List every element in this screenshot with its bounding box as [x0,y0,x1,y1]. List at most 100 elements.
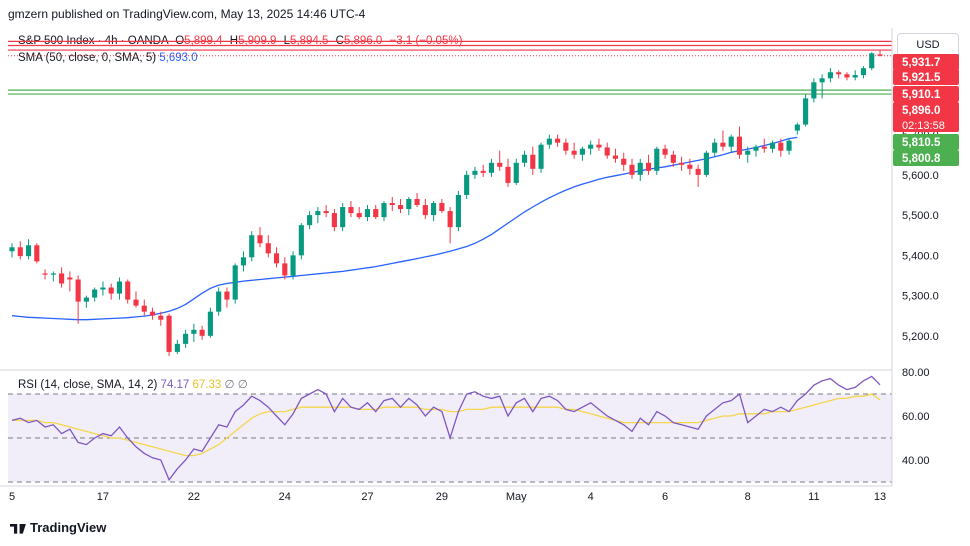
candle-body [472,170,478,175]
time-tick-label: 13 [874,491,886,503]
candle-body [166,315,172,352]
candle-body [786,140,792,151]
candle-body [637,162,643,175]
candle-body [34,245,40,262]
candle-body [687,164,693,169]
rsi-extra-2: ∅ [237,379,248,391]
rsi-tick-label: 40.00 [902,455,930,467]
candle-body [571,150,577,155]
candle-body [736,136,743,155]
rsi-tick-label: 80.00 [902,367,930,379]
price-line-label: 5,910.1 [902,89,941,101]
candle-body [455,194,461,228]
price-line-label: 5,800.8 [902,153,941,165]
candle-body [860,68,867,76]
candle-body [149,311,156,316]
candle-body [67,277,73,280]
candle-body [273,253,280,264]
time-tick-label: 24 [279,491,291,503]
rsi-extra-1: ∅ [224,379,235,391]
candle-body [720,142,726,147]
price-line-label-box [893,69,959,85]
candle-body [158,315,164,320]
candle-body [75,279,81,302]
candle-body [753,146,759,151]
tradingview-logo[interactable]: TradingView [10,520,106,535]
rsi-sma-line [12,393,881,457]
candle-body [530,154,536,169]
candle-body [869,53,875,69]
rsi-sma-value: 67.33 [192,379,222,391]
candle-body [397,205,404,210]
candle-body [257,235,263,244]
candle-body [604,147,610,156]
candle-body [563,142,569,151]
sma-line [11,136,798,321]
candle-body [439,203,445,212]
price-line-label-box [893,134,959,150]
candle-body [431,203,437,216]
candle-body [645,162,652,171]
price-line-label-box [893,54,959,70]
publish-header: gmzern published on TradingView.com, May… [8,7,366,21]
horizontal-price-lines [8,40,892,95]
candle-body [174,343,180,352]
candle-body [827,72,833,79]
bar-countdown: 02:13:58 [902,120,945,132]
candle-body [381,203,387,218]
candle-body [844,74,850,78]
candle-body [265,243,271,254]
price-axis-labels: 5,931.7 5,921.5 5,910.1 5,896.0 02:13:58 5,81… [893,54,959,166]
time-tick-label: 8 [745,491,751,503]
candle-body [364,209,371,218]
candle-body [761,146,767,149]
time-tick-label: May [506,491,527,503]
candle-body [133,299,139,306]
candle-body [298,225,304,256]
candle-body [836,72,842,75]
candle-body [621,158,627,165]
candle-body [778,142,784,151]
candle-body [100,287,106,290]
candle-body [422,205,428,216]
candle-body [290,255,296,276]
currency-button[interactable]: USD [897,33,959,57]
candle-body [662,148,668,155]
candle-body [108,287,114,294]
candle-body [406,199,412,210]
candle-body [25,245,32,257]
candle-body [141,305,147,312]
candle-body [654,148,660,171]
rsi-tick-label: 60.00 [902,411,930,423]
sma-legend: SMA (50, close, 0, SMA, 5) 5,693.0 [18,52,198,64]
rsi-label[interactable]: RSI (14, close, SMA, 14, 2) [18,379,158,391]
candle-body [555,138,561,143]
candle-body [480,170,486,173]
candle-body [9,247,15,252]
candle-body [811,82,817,99]
candle-body [282,263,288,276]
price-line-label: 5,931.7 [902,57,940,69]
time-tick-label: 27 [361,491,373,503]
price-tick-label: 5,400.0 [902,250,939,262]
price-tick-label: 5,300.0 [902,291,939,303]
candle-body [216,291,222,312]
candle-body [712,142,718,153]
rsi-pane [8,375,892,483]
price-line-label-box [893,150,959,166]
price-tick-label: 5,500.0 [902,210,939,222]
candle-body [488,162,495,173]
rsi-legend: RSI (14, close, SMA, 14, 2) 74.17 67.33 … [18,377,248,391]
candle-body [183,333,189,344]
sma-label[interactable]: SMA (50, close, 0, SMA, 5) [18,52,157,64]
candle-body [389,203,395,206]
price-tick-label: 5,600.0 [902,170,939,182]
candle-body [588,144,594,149]
candle-body [794,124,800,131]
candle-body [50,273,56,275]
candle-body [728,136,734,147]
candle-body [356,213,362,218]
candle-body [546,138,552,145]
candle-body [679,162,685,165]
